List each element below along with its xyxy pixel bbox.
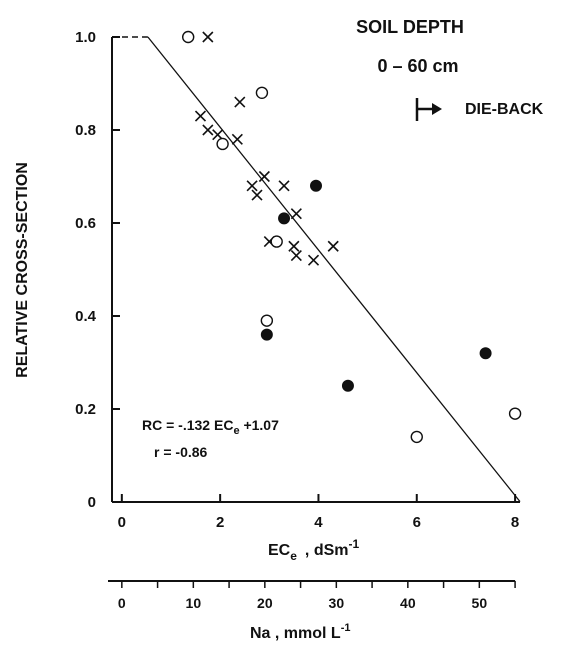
x-marker-stroke	[251, 189, 263, 201]
x-tick-label: 8	[511, 514, 519, 531]
equation-label: RC = -.132 ECe +1.07	[142, 417, 279, 437]
x-marker-stroke	[278, 180, 290, 192]
secondary-tick-label: 10	[186, 595, 202, 611]
x-marker-point	[251, 189, 263, 201]
secondary-axis-label-sup: -1	[341, 622, 351, 634]
open-circle-point	[410, 430, 423, 444]
x-marker-point	[231, 133, 243, 145]
x-marker-stroke	[234, 96, 246, 108]
secondary-axis-label: Na , mmol L-1	[250, 622, 350, 642]
filled-circle-point	[479, 347, 492, 360]
open-circle-point	[255, 86, 269, 100]
x-marker-stroke	[246, 180, 258, 192]
axes: 0 0.2 0.4 0.6 0.8 1.0 0 2 4 6 8 0 10 20 30 40 50	[75, 29, 521, 611]
x-marker-stroke	[288, 240, 300, 252]
x-marker-stroke	[194, 110, 207, 122]
filled-circle-point	[310, 179, 322, 192]
x-marker-point	[202, 31, 214, 43]
filled-circle-point	[341, 379, 354, 392]
secondary-tick-label: 20	[257, 595, 273, 611]
x-marker-point	[288, 240, 300, 252]
x-marker-point	[258, 170, 270, 183]
x-tick-label: 6	[413, 514, 421, 531]
y-tick-label: 0	[88, 494, 96, 511]
x-marker-stroke	[231, 133, 243, 145]
open-circle-point	[181, 30, 195, 44]
secondary-tick-label: 0	[118, 595, 126, 611]
equation-tail: +1.07	[240, 417, 280, 433]
x-marker-stroke	[290, 249, 302, 262]
x-marker-point	[290, 208, 302, 220]
y-tick-label: 1.0	[75, 29, 96, 46]
filled-circle-point	[260, 328, 273, 341]
x-marker-point	[246, 180, 258, 192]
x-marker-stroke	[290, 208, 302, 220]
x-tick-label: 2	[216, 514, 224, 531]
x-marker-stroke	[212, 129, 224, 141]
x-marker-stroke	[327, 240, 339, 252]
secondary-tick-label: 30	[329, 595, 345, 611]
correlation-label: r = -0.86	[154, 444, 208, 460]
open-circle-point	[216, 137, 229, 151]
secondary-tick-label: 40	[400, 595, 416, 611]
equation-main: RC = -.132 EC	[142, 417, 233, 433]
x-axis-label-main: EC	[268, 542, 291, 559]
x-marker-stroke	[202, 124, 214, 136]
x-marker-point	[194, 110, 207, 122]
x-marker-stroke	[202, 31, 214, 43]
x-marker-stroke	[307, 254, 320, 266]
x-tick-label: 0	[118, 514, 126, 531]
x-marker-point	[234, 96, 246, 108]
data-marks	[181, 30, 522, 444]
y-tick-label: 0.6	[75, 215, 96, 232]
y-tick-label: 0.4	[75, 308, 97, 325]
open-circle-point	[508, 407, 522, 420]
x-marker-stroke	[258, 170, 270, 183]
x-marker-point	[307, 254, 320, 266]
equation-sub: e	[233, 425, 239, 437]
chart-subtitle: 0 – 60 cm	[377, 56, 458, 76]
filled-circle-point	[278, 212, 291, 225]
open-circle-point	[270, 235, 283, 248]
y-axis-label: RELATIVE CROSS-SECTION	[14, 162, 31, 378]
x-tick-label: 4	[314, 514, 323, 531]
secondary-tick-label: 50	[472, 595, 488, 611]
x-axis-label-unit: , dSm	[305, 542, 349, 559]
y-tick-label: 0.8	[75, 122, 96, 139]
x-marker-point	[290, 249, 302, 262]
x-axis-label-unit-sup: -1	[348, 537, 359, 551]
legend-arrow-head	[432, 103, 442, 115]
x-axis-label: ECe , dSm-1	[268, 537, 359, 563]
y-tick-label: 0.2	[75, 401, 96, 418]
open-circle-point	[260, 314, 274, 327]
x-marker-point	[327, 240, 339, 252]
x-marker-point	[278, 180, 290, 192]
legend-arrow-icon	[415, 98, 442, 121]
x-marker-point	[202, 124, 214, 136]
secondary-axis-label-main: Na , mmol L	[250, 625, 341, 642]
chart-title: SOIL DEPTH	[356, 17, 464, 37]
chart-labels: SOIL DEPTH 0 – 60 cm DIE-BACK RC = -.132…	[14, 17, 544, 642]
regression-line	[147, 36, 521, 503]
legend-label-die-back: DIE-BACK	[465, 101, 544, 118]
x-axis-label-sub: e	[290, 549, 297, 563]
